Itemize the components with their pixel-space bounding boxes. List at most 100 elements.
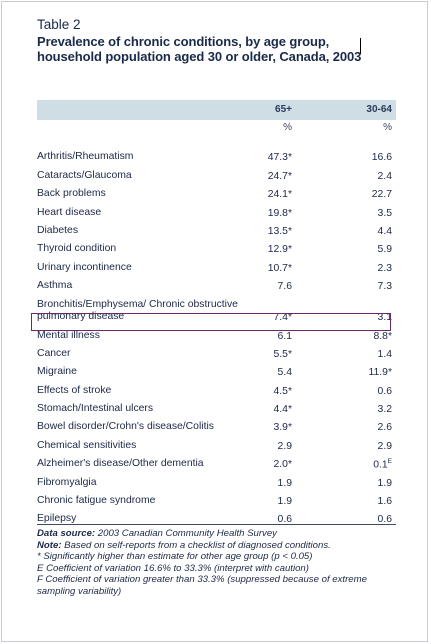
value-65plus: 5.5* bbox=[273, 348, 293, 360]
value-30-64: 1.4 bbox=[378, 349, 392, 360]
value-30-64: 0.6 bbox=[378, 514, 392, 525]
value-30-64-text: 16.6 bbox=[371, 152, 392, 164]
table-row[interactable]: Bronchitis/Emphysema/ Chronic obstructiv… bbox=[37, 295, 396, 326]
row-label: Migraine bbox=[37, 366, 77, 378]
value-30-64: 7.3 bbox=[378, 281, 392, 292]
value-30-64-text: 3.1 bbox=[377, 312, 392, 324]
table-row[interactable]: Migraine 5.4 11.9* bbox=[37, 363, 396, 381]
note-text: Based on self-reports from a checklist o… bbox=[61, 539, 331, 551]
value-65plus: 3.9* bbox=[273, 422, 293, 434]
table-row[interactable]: Thyroid condition 12.9* 5.9 bbox=[37, 240, 396, 258]
text-cursor bbox=[360, 38, 361, 54]
row-label: Arthritis/Rheumatism bbox=[37, 151, 134, 163]
table-bottom-rule bbox=[37, 524, 396, 525]
value-30-64-text: 1.4 bbox=[377, 348, 392, 360]
value-30-64: 2.3 bbox=[378, 263, 392, 274]
value-30-64: 11.9* bbox=[369, 367, 393, 378]
table-row[interactable]: Heart disease 19.8* 3.5 bbox=[37, 203, 396, 221]
table-row[interactable]: Alzheimer's disease/Other dementia 2.0* 0.… bbox=[37, 455, 396, 473]
value-30-64: 3.1 bbox=[378, 312, 392, 323]
value-65plus: 10.7* bbox=[267, 262, 292, 274]
table-row[interactable]: Effects of stroke 4.5* 0.6 bbox=[37, 381, 396, 399]
row-label: Chronic fatigue syndrome bbox=[37, 495, 156, 507]
table-row[interactable]: Diabetes 13.5* 4.4 bbox=[37, 222, 396, 240]
value-65plus: 4.4* bbox=[273, 404, 293, 416]
value-30-64-text: 11.9* bbox=[368, 367, 393, 379]
value-30-64: 2.9 bbox=[378, 441, 392, 452]
row-label: Effects of stroke bbox=[37, 384, 112, 396]
row-label: Thyroid condition bbox=[37, 243, 117, 255]
value-30-64-text: 0.6 bbox=[377, 385, 392, 397]
value-30-64-text: 8.8* bbox=[373, 330, 393, 342]
value-30-64: 5.9 bbox=[378, 244, 392, 255]
row-label: Diabetes bbox=[37, 224, 79, 236]
value-30-64: 1.9 bbox=[378, 478, 392, 489]
value-65plus: 0.6 bbox=[277, 514, 292, 526]
table-row[interactable]: Chemical sensitivities 2.9 2.9 bbox=[37, 436, 396, 454]
row-label: Epilepsy bbox=[37, 513, 77, 525]
value-65plus: 12.9* bbox=[267, 244, 292, 256]
table-row[interactable]: Epilepsy 0.6 0.6 bbox=[37, 510, 396, 528]
value-65plus: 6.1 bbox=[277, 330, 292, 342]
table-label: Table 2 bbox=[37, 17, 81, 32]
table-row[interactable]: Bowel disorder/Crohn's disease/Colitis 3.… bbox=[37, 418, 396, 436]
value-30-64-text: 0.6 bbox=[377, 514, 392, 526]
column-header-30-64: 30-64 bbox=[366, 104, 392, 115]
value-65plus: 2.0* bbox=[273, 459, 293, 471]
data-source-label: Data source: bbox=[37, 528, 96, 539]
row-label: Alzheimer's disease/Other dementia bbox=[37, 458, 204, 470]
table-row[interactable]: Arthritis/Rheumatism 47.3* 16.6 bbox=[37, 148, 396, 166]
row-label: Chemical sensitivities bbox=[37, 439, 137, 451]
table-row[interactable]: Cataracts/Glaucoma 24.7* 2.4 bbox=[37, 166, 396, 184]
value-30-64-text: 3.2 bbox=[377, 404, 392, 416]
footnote-star: * Significantly higher than estimate for… bbox=[37, 551, 313, 563]
value-30-64: 1.6 bbox=[378, 496, 392, 507]
note-label: Note: bbox=[37, 539, 62, 551]
value-30-64: 22.7 bbox=[372, 189, 392, 200]
value-65plus: 5.4 bbox=[277, 367, 292, 379]
superscript-flag: E bbox=[387, 457, 392, 465]
table-row[interactable]: Fibromyalgia 1.9 1.9 bbox=[37, 473, 396, 491]
column-header-bar: 65+ 30-64 bbox=[37, 100, 396, 120]
row-label: Heart disease bbox=[37, 206, 102, 218]
value-65plus: 1.9 bbox=[277, 496, 292, 508]
value-30-64-text: 5.9 bbox=[377, 244, 392, 256]
units-row: % % bbox=[37, 122, 396, 136]
value-65plus: 19.8* bbox=[267, 207, 292, 219]
value-30-64: 8.8* bbox=[374, 331, 393, 342]
footnote-f: F Coefficient of variation greater than … bbox=[37, 574, 367, 597]
row-label: Back problems bbox=[37, 188, 106, 200]
value-30-64-text: 2.6 bbox=[377, 422, 392, 434]
row-label: Asthma bbox=[37, 280, 73, 292]
table-title[interactable]: Prevalence of chronic conditions, by age… bbox=[37, 34, 362, 64]
value-65plus: 47.3* bbox=[267, 152, 292, 164]
value-65plus: 7.6 bbox=[277, 281, 292, 293]
value-30-64-text: 22.7 bbox=[371, 189, 392, 201]
value-30-64: 2.4 bbox=[378, 171, 392, 182]
table-row[interactable]: Asthma 7.6 7.3 bbox=[37, 277, 396, 295]
value-65plus: 13.5* bbox=[267, 225, 292, 237]
column-header-65plus: 65+ bbox=[275, 104, 292, 115]
value-30-64-text: 7.3 bbox=[377, 281, 392, 293]
data-source-text: 2003 Canadian Community Health Survey bbox=[95, 528, 277, 539]
data-source-note: Data source: 2003 Canadian Community Hea… bbox=[37, 528, 402, 540]
value-30-64-text: 2.4 bbox=[377, 170, 392, 182]
table-row[interactable]: Chronic fatigue syndrome 1.9 1.6 bbox=[37, 492, 396, 510]
table-row[interactable]: Cancer 5.5* 1.4 bbox=[37, 345, 396, 363]
row-label: Urinary incontinence bbox=[37, 261, 132, 273]
value-30-64: 0.1E bbox=[373, 458, 392, 470]
value-30-64-text: 2.3 bbox=[377, 262, 392, 274]
value-30-64-text: 0.1 bbox=[373, 459, 388, 471]
value-65plus: 1.9 bbox=[277, 477, 292, 489]
table-container: Table 2 Prevalence of chronic conditions… bbox=[31, 17, 397, 597]
value-30-64-text: 2.9 bbox=[377, 440, 392, 452]
value-65plus: 24.7* bbox=[267, 170, 292, 182]
value-30-64: 16.6 bbox=[372, 152, 392, 163]
table-row[interactable]: Urinary incontinence 10.7* 2.3 bbox=[37, 258, 396, 276]
value-30-64: 3.2 bbox=[378, 404, 392, 415]
table-row[interactable]: Mental illness 6.1 8.8* bbox=[37, 326, 396, 344]
table-row[interactable]: Back problems 24.1* 22.7 bbox=[37, 185, 396, 203]
table-row[interactable]: Stomach/Intestinal ulcers 4.4* 3.2 bbox=[37, 400, 396, 418]
selection-highlight bbox=[31, 313, 391, 331]
